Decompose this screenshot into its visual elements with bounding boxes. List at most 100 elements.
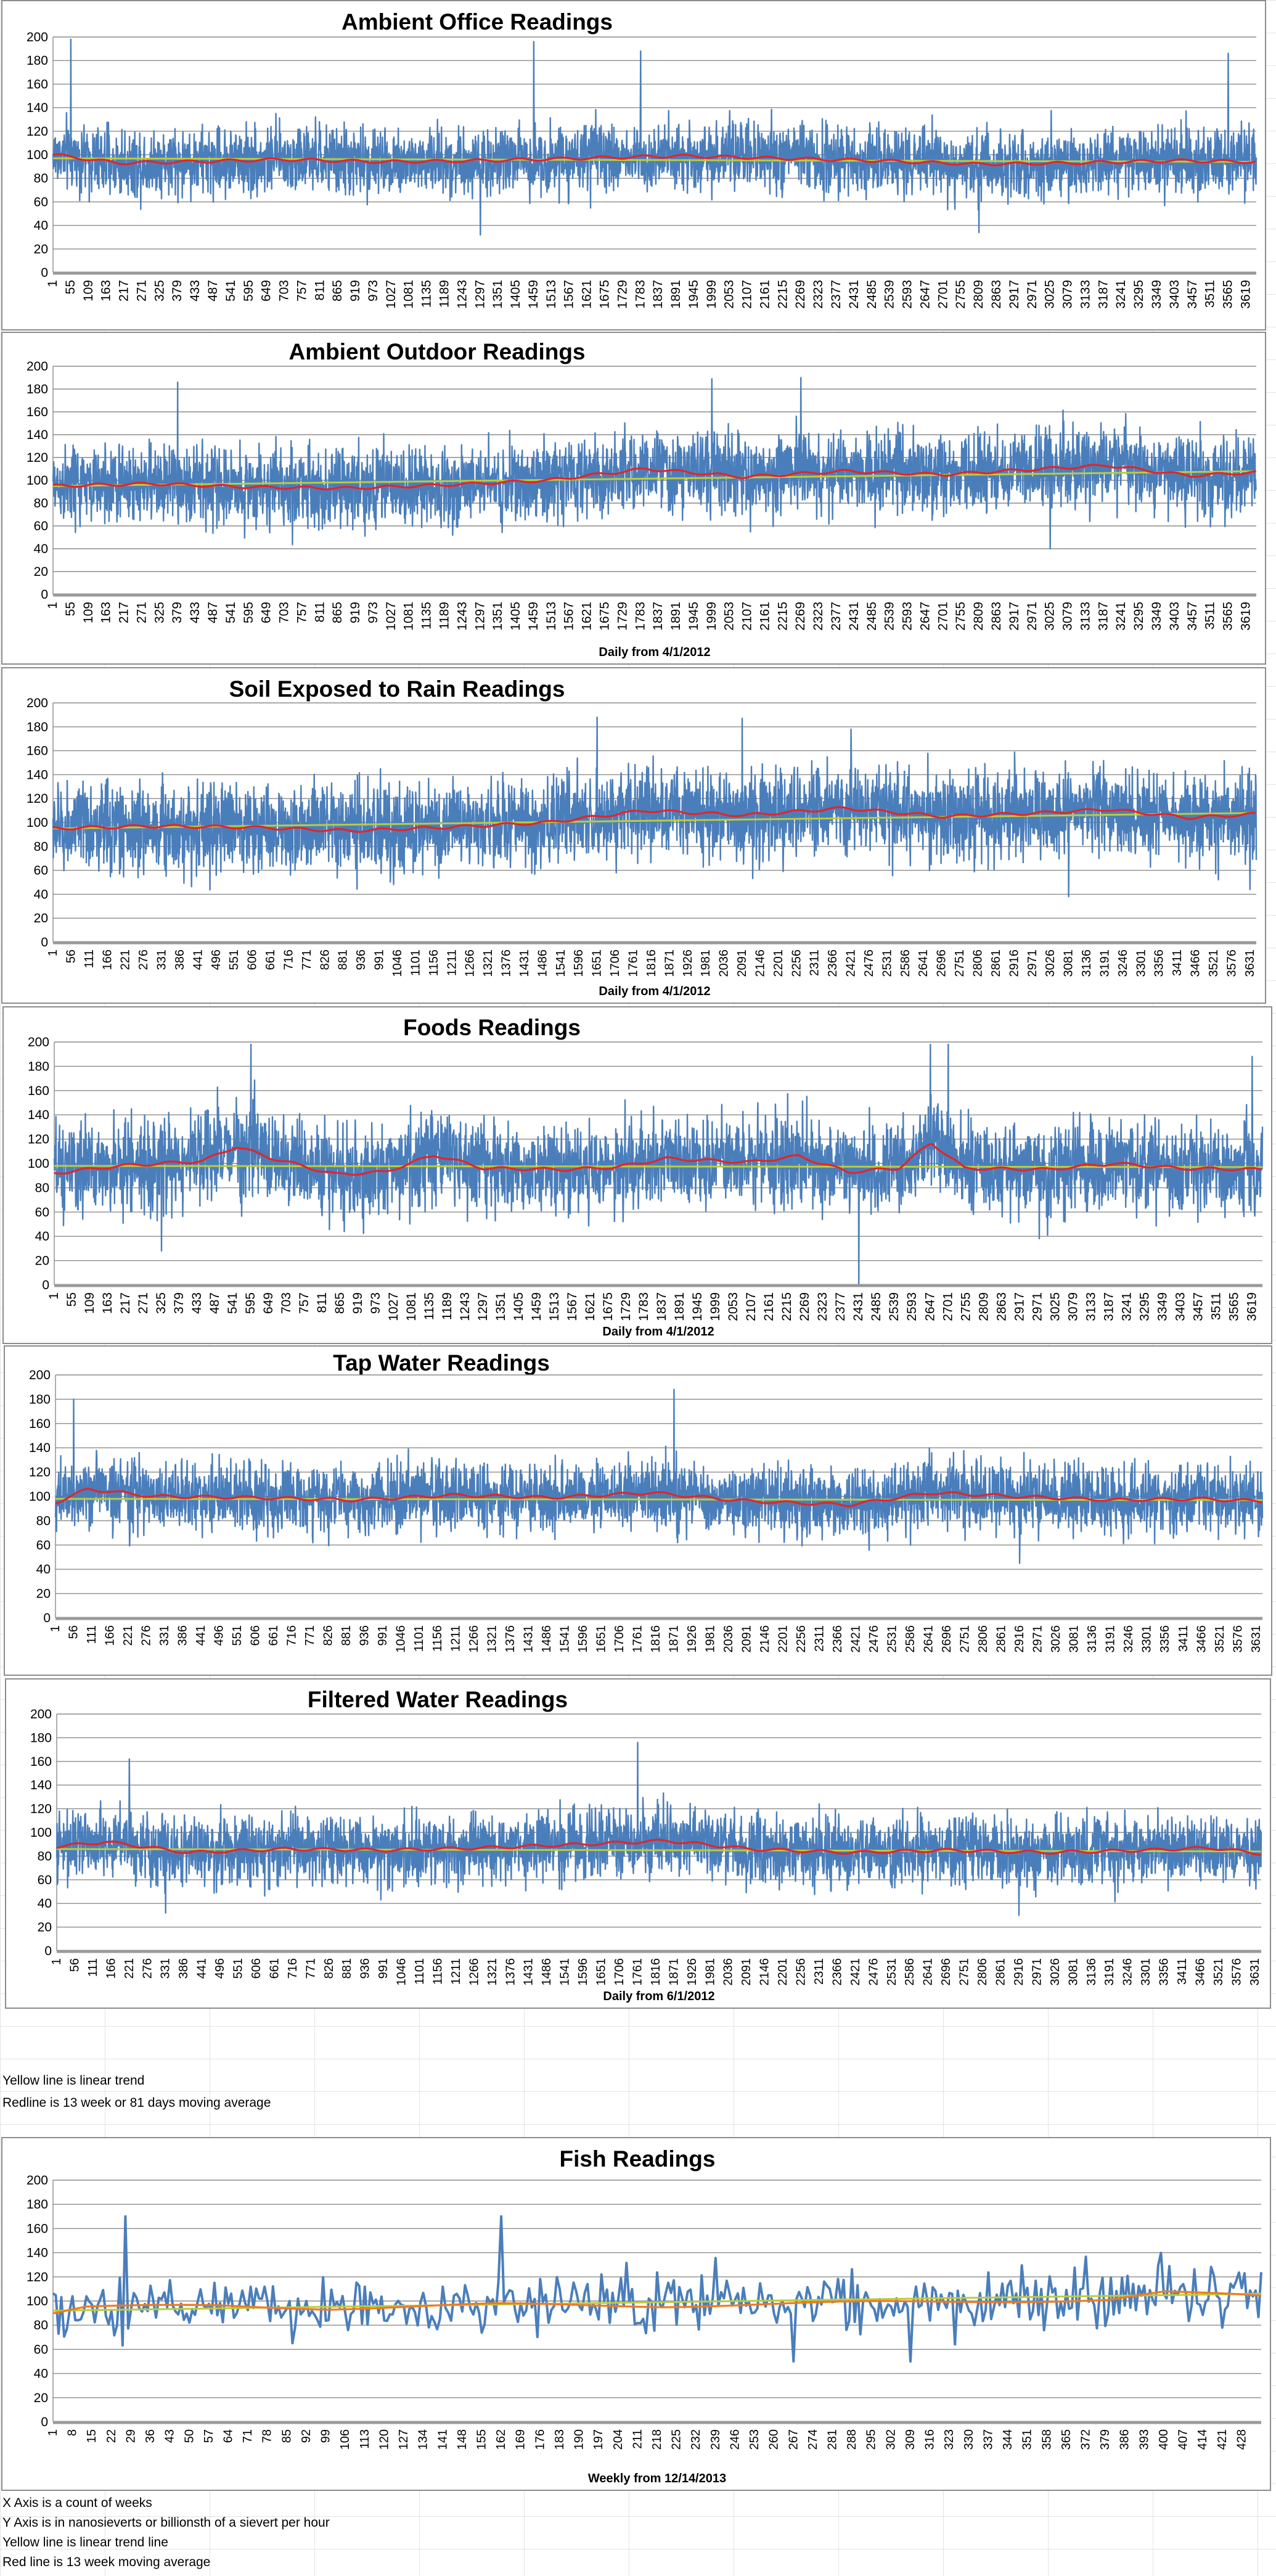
x-tick-label: 1981 — [703, 1625, 717, 1653]
chart-foods[interactable]: Foods Readings 0 20 40 60 80 100 120 140 160 180 20… — [2, 1006, 1272, 1344]
x-tick-label: 2863 — [989, 602, 1004, 631]
x-tick-label: 2971 — [1030, 1958, 1044, 1986]
series-readings-line — [53, 1043, 1264, 1286]
y-tick-label: 200 — [28, 1035, 49, 1049]
x-tick-label: 302 — [884, 2429, 898, 2450]
chart-fish[interactable]: Fish Readings 0 20 40 60 80 100 120 140 160 180 200… — [1, 2137, 1271, 2491]
chart-soil-exposed-to-rain[interactable]: Soil Exposed to Rain Readings 0 20 40 60 80 10… — [1, 667, 1266, 1004]
x-tick-label: 1243 — [458, 1292, 472, 1321]
x-tick-label: 2215 — [780, 1292, 794, 1321]
series-moving-average-line — [56, 1839, 1261, 1856]
x-tick-label: 127 — [397, 2429, 411, 2450]
x-tick-label: 232 — [689, 2429, 703, 2450]
chart-ambient-outdoor[interactable]: Ambient Outdoor Readings 0 20 40 60 80 100 120 1… — [1, 332, 1266, 665]
x-tick-label: 1135 — [420, 280, 434, 308]
x-tick-label: 1486 — [540, 1625, 554, 1653]
x-tick-label: 1596 — [576, 1958, 590, 1986]
x-tick-label: 2377 — [829, 280, 843, 309]
x-tick-label: 3403 — [1168, 602, 1182, 631]
y-tick-label: 180 — [29, 1392, 51, 1406]
x-tick-label: 1706 — [613, 1625, 626, 1653]
x-tick-label: 1651 — [595, 1958, 608, 1986]
y-tick-label: 200 — [27, 2173, 48, 2188]
x-tick-label: 3403 — [1168, 280, 1182, 309]
x-tick-label: 1761 — [631, 1625, 644, 1653]
x-tick-label: 2971 — [1025, 602, 1039, 631]
note-x-axis: X Axis is a count of weeks — [2, 2496, 152, 2510]
x-tick-label: 55 — [65, 1292, 79, 1306]
x-tick-label: 1621 — [580, 602, 594, 631]
x-tick-label: 2916 — [1012, 1958, 1026, 1986]
x-tick-label: 358 — [1040, 2429, 1053, 2450]
series-moving-average-line — [55, 1487, 1262, 1507]
x-tick-label: 2809 — [971, 602, 986, 631]
x-tick-label: 1675 — [598, 602, 612, 631]
chart-tap-water[interactable]: Tap Water Readings 0 20 40 60 80 100 120 140 160 1… — [4, 1345, 1272, 1676]
x-tick-label: 1706 — [608, 950, 622, 977]
x-tick-label: 881 — [340, 1958, 354, 1979]
x-tick-label: 1513 — [547, 1292, 562, 1321]
x-tick-label: 433 — [188, 602, 202, 623]
y-tick-label: 40 — [34, 219, 48, 233]
x-tick-label: 2476 — [867, 1958, 880, 1986]
x-tick-label: 551 — [232, 1958, 245, 1979]
x-tick-label: 3301 — [1139, 1958, 1153, 1986]
series-moving-average-line — [54, 1142, 1262, 1176]
x-tick-label: 295 — [865, 2429, 878, 2450]
x-tick-label: 936 — [354, 950, 368, 970]
x-tick-label: 166 — [104, 1625, 117, 1646]
x-axis-caption: Daily from 4/1/2012 — [602, 1325, 714, 1339]
x-tick-label: 1871 — [663, 950, 676, 977]
x-tick-label: 50 — [182, 2429, 196, 2443]
x-tick-label: 1189 — [438, 280, 452, 308]
x-tick-label: 407 — [1177, 2429, 1190, 2450]
x-tick-label: 2861 — [995, 1625, 1008, 1653]
x-tick-label: 2531 — [886, 1625, 899, 1653]
x-tick-label: 1816 — [645, 950, 658, 977]
x-tick-label: 2323 — [811, 280, 825, 309]
x-tick-label: 3136 — [1080, 950, 1094, 977]
x-tick-label: 2593 — [905, 1292, 919, 1321]
x-tick-label: 2917 — [1007, 280, 1021, 309]
x-tick-label: 56 — [67, 1625, 81, 1639]
chart-filtered-water[interactable]: Filtered Water Readings 0 20 40 60 80 100 120 14… — [5, 1678, 1271, 2009]
x-tick-label: 400 — [1157, 2429, 1171, 2450]
x-tick-label: 703 — [277, 602, 292, 623]
x-tick-label: 1567 — [562, 602, 576, 631]
x-tick-label: 991 — [376, 1625, 390, 1646]
x-tick-label: 267 — [787, 2429, 800, 2450]
x-tick-label: 3403 — [1173, 1292, 1187, 1321]
y-tick-label: 100 — [27, 474, 48, 488]
x-tick-label: 134 — [417, 2429, 430, 2450]
x-tick-label: 3411 — [1176, 1958, 1189, 1985]
x-tick-label: 211 — [631, 2429, 644, 2449]
x-tick-label: 2107 — [740, 280, 755, 309]
x-tick-label: 1945 — [687, 280, 701, 309]
y-tick-label: 20 — [35, 1254, 49, 1268]
x-tick-label: 2531 — [880, 950, 894, 977]
x-tick-label: 2485 — [869, 1292, 883, 1321]
chart-ambient-office[interactable]: Ambient Office Readings 0 20 40 60 80 100 120 14… — [1, 0, 1266, 330]
x-tick-label: 1651 — [591, 950, 604, 977]
x-tick-label: 3576 — [1225, 950, 1238, 977]
x-tick-label: 109 — [81, 280, 96, 301]
x-tick-label: 811 — [313, 280, 327, 300]
y-tick-label: 160 — [30, 1755, 52, 1769]
x-tick-label: 78 — [261, 2429, 274, 2443]
x-tick-label: 309 — [904, 2429, 917, 2450]
x-tick-label: 1266 — [464, 950, 477, 977]
x-tick-label: 2586 — [899, 950, 912, 977]
chart-title: Filtered Water Readings — [308, 1687, 568, 1712]
x-tick-label: 1135 — [420, 602, 434, 630]
chart-svg: Filtered Water Readings02040608010012014… — [30, 1687, 1262, 2003]
x-tick-label: 2916 — [1007, 950, 1021, 977]
x-tick-label: 3026 — [1049, 1625, 1063, 1653]
x-tick-label: 331 — [158, 1625, 171, 1646]
x-tick-label: 2917 — [1007, 602, 1021, 631]
x-tick-label: 1926 — [685, 1625, 699, 1653]
x-tick-label: 881 — [340, 1625, 353, 1646]
x-tick-label: 3136 — [1085, 1958, 1098, 1986]
x-tick-label: 271 — [134, 280, 149, 301]
x-tick-label: 111 — [83, 950, 96, 968]
x-tick-label: 2647 — [923, 1292, 937, 1321]
